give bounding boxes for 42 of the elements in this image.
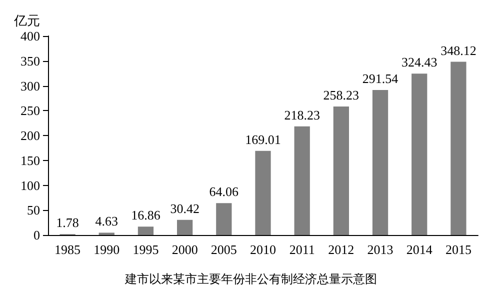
text: 建市以来某市主要年份非公有制经济总量示意图: [124, 272, 377, 286]
x-tick-label: 2000: [172, 242, 198, 257]
x-tick-label: 1990: [94, 242, 120, 257]
x-tick-label: 2005: [210, 242, 237, 257]
y-tick-label: 150: [20, 152, 40, 168]
bar: [412, 74, 428, 235]
y-tick-label: 400: [20, 28, 40, 44]
y-tick-label: 250: [20, 103, 40, 118]
bar: [216, 203, 232, 235]
y-tick-label: 50: [27, 202, 40, 218]
y-tick-label: 200: [20, 128, 40, 143]
x-tick-label: 2012: [328, 242, 354, 257]
y-tick-label: 350: [20, 53, 40, 68]
data-label: 348.12: [440, 42, 476, 58]
bar: [450, 62, 466, 235]
x-tick-label: 2011: [289, 242, 315, 257]
y-tick-label: 300: [20, 78, 40, 94]
data-label: 169.01: [245, 132, 281, 147]
data-label: 64.06: [209, 184, 240, 200]
data-label: 218.23: [284, 107, 320, 122]
x-tick-label: 2014: [406, 242, 433, 257]
data-label: 16.86: [131, 208, 161, 223]
x-tick-label: 1995: [132, 242, 159, 257]
x-tick-label: 1985: [54, 242, 81, 257]
bar: [177, 220, 193, 235]
bar: [372, 90, 388, 235]
x-tick-label: 2015: [445, 242, 472, 257]
data-label: 30.42: [170, 200, 200, 216]
data-label: 1.78: [56, 215, 79, 230]
data-label: 291.54: [362, 70, 399, 86]
bar: [138, 226, 154, 235]
y-tick-label: 0: [34, 228, 40, 242]
bar: [255, 150, 271, 235]
x-tick-label: 2013: [367, 242, 394, 257]
data-label: 258.23: [323, 88, 360, 103]
y-tick-label: 100: [20, 178, 40, 193]
data-label: 4.63: [95, 214, 118, 229]
bar: [294, 126, 310, 235]
y-axis-title: 亿元: [13, 13, 40, 28]
data-label: 324.43: [401, 54, 438, 70]
x-tick-label: 2010: [250, 242, 276, 257]
bar: [333, 106, 349, 235]
